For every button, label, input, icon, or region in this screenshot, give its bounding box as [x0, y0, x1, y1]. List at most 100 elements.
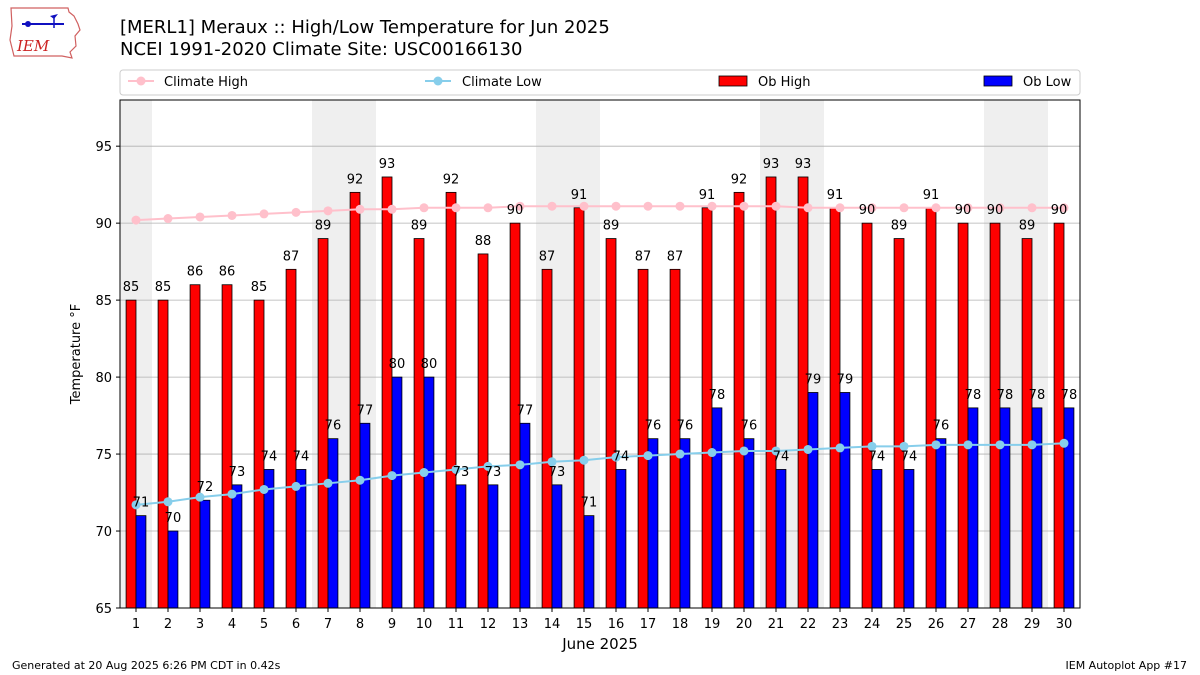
ob-high-label: 85 — [155, 280, 172, 295]
ob-high-label: 92 — [731, 172, 748, 187]
ob-low-label: 78 — [1029, 388, 1046, 403]
ob-high-bar — [285, 268, 297, 609]
ob-low-bar — [935, 438, 947, 609]
plot-frame — [119, 99, 1081, 609]
ob-low-label: 74 — [293, 449, 310, 464]
ob-low-bar — [647, 438, 659, 609]
ob-low-label: 73 — [485, 465, 502, 480]
ob-high-bar — [413, 238, 425, 609]
chart-subtitle: NCEI 1991-2020 Climate Site: USC00166130 — [120, 39, 523, 60]
climate-low-point — [227, 489, 237, 499]
ob-low-bar — [519, 422, 531, 609]
ob-high-label: 89 — [1019, 219, 1036, 234]
climate-low-point — [739, 446, 749, 456]
ob-high-label: 92 — [347, 172, 364, 187]
climate-high-point — [131, 215, 141, 225]
ob-high-label: 87 — [635, 249, 652, 264]
climate-low-point — [803, 444, 813, 454]
climate-low-point — [995, 440, 1005, 450]
ob-low-label: 80 — [389, 357, 406, 372]
climate-lines — [131, 201, 1069, 510]
climate-high-point — [611, 201, 621, 211]
ob-high-label: 89 — [891, 219, 908, 234]
ob-high-label: 90 — [507, 203, 524, 218]
ob-low-label: 73 — [453, 465, 470, 480]
climate-high-line — [135, 205, 1064, 222]
climate-low-point — [515, 460, 525, 470]
ob-high-bar — [637, 268, 649, 609]
climate-high-point — [355, 204, 365, 214]
climate-low-point — [1027, 440, 1037, 450]
ob-high-bar — [573, 207, 585, 609]
climate-low-point — [323, 478, 333, 488]
ob-low-label: 77 — [517, 403, 534, 418]
ob-low-label: 78 — [997, 388, 1014, 403]
x-tick-label: 16 — [608, 617, 625, 632]
ob-low-label: 70 — [165, 511, 182, 526]
ob-high-label: 88 — [475, 234, 492, 249]
ob-high-label: 90 — [1051, 203, 1068, 218]
ob-low-bar — [1031, 407, 1043, 609]
climate-low-point — [355, 475, 365, 485]
ob-low-label: 78 — [1061, 388, 1078, 403]
bars — [125, 176, 1075, 609]
climate-low-point — [707, 448, 717, 458]
ob-low-bar — [967, 407, 979, 609]
ob-low-label: 74 — [773, 449, 790, 464]
legend-item-ob-high: Ob High — [718, 75, 811, 90]
ob-high-label: 91 — [699, 188, 716, 203]
climate-high-point — [451, 203, 461, 213]
x-tick-label: 21 — [768, 617, 785, 632]
x-tick-label: 9 — [388, 617, 396, 632]
x-tick-label: 8 — [356, 617, 364, 632]
ob-low-label: 74 — [901, 449, 918, 464]
climate-low-point — [483, 461, 493, 471]
ob-high-label: 92 — [443, 172, 460, 187]
ob-high-bar — [765, 176, 777, 609]
climate-high-point — [387, 204, 397, 214]
climate-low-point — [899, 441, 909, 451]
ob-low-bar — [807, 392, 819, 609]
ob-low-label: 76 — [741, 419, 758, 434]
ob-high-label: 90 — [859, 203, 876, 218]
climate-high-point — [195, 212, 205, 222]
ob-low-label: 73 — [549, 465, 566, 480]
x-tick-label: 4 — [228, 617, 236, 632]
climate-high-point — [1027, 203, 1037, 213]
y-tick-label: 70 — [95, 525, 112, 540]
ob-low-label: 79 — [837, 372, 854, 387]
ob-low-label: 78 — [709, 388, 726, 403]
ob-low-bar — [583, 515, 595, 609]
ob-high-label: 91 — [571, 188, 588, 203]
climate-high-point — [1059, 203, 1069, 213]
ob-low-label: 77 — [357, 403, 374, 418]
ob-high-label: 91 — [923, 188, 940, 203]
ob-high-bar — [189, 284, 201, 609]
ob-high-bar — [957, 222, 969, 609]
y-axis-label: Temperature °F — [69, 304, 84, 405]
x-tick-label: 17 — [640, 617, 657, 632]
ob-low-bar — [871, 469, 883, 609]
ob-low-bar — [359, 422, 371, 609]
climate-low-point — [771, 446, 781, 456]
climate-high-point — [259, 209, 269, 219]
ob-high-bar — [125, 299, 137, 609]
ob-low-bar — [327, 438, 339, 609]
climate-low-point — [291, 481, 301, 491]
climate-high-point — [419, 203, 429, 213]
ob-low-label: 71 — [581, 496, 598, 511]
ob-high-label: 90 — [987, 203, 1004, 218]
ob-high-label: 89 — [603, 219, 620, 234]
x-tick-label: 1 — [132, 617, 140, 632]
climate-low-point — [451, 464, 461, 474]
ob-high-bar — [349, 191, 361, 609]
ob-high-label: 90 — [955, 203, 972, 218]
climate-high-point — [291, 207, 301, 217]
ob-high-label: 89 — [411, 219, 428, 234]
legend-label-climate-low: Climate Low — [462, 75, 542, 90]
ob-low-bar — [775, 469, 787, 609]
climate-low-point — [963, 440, 973, 450]
climate-low-point — [643, 451, 653, 461]
climate-high-point — [771, 201, 781, 211]
